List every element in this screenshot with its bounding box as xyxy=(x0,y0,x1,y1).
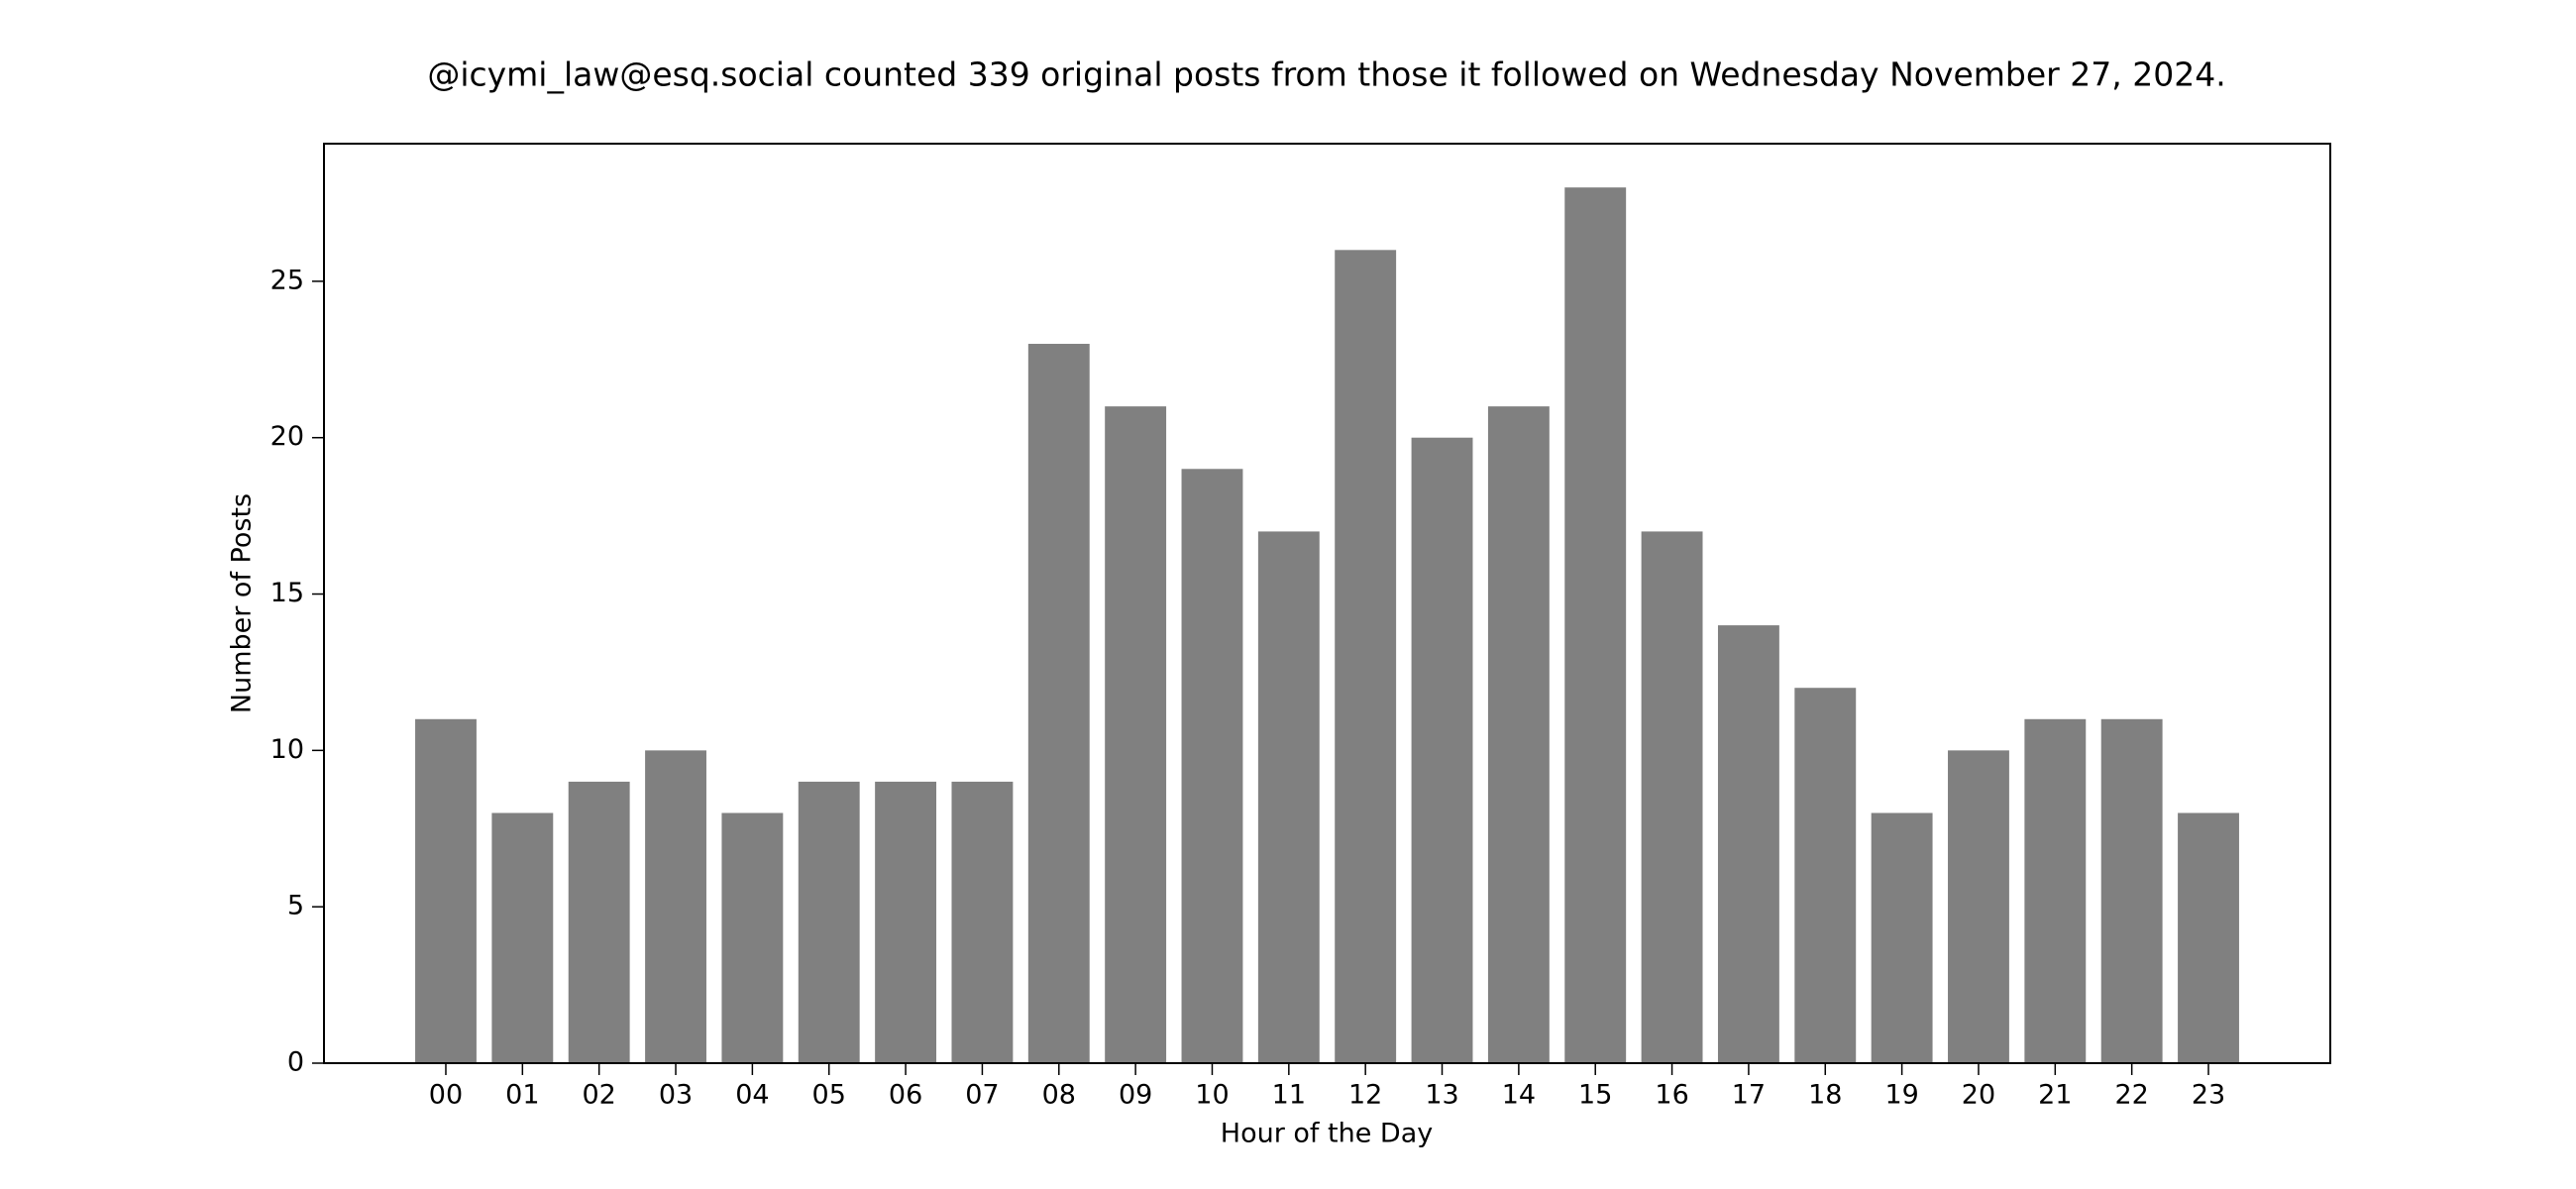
x-tick-label: 15 xyxy=(1578,1080,1612,1111)
y-tick-label: 25 xyxy=(270,265,304,295)
bar xyxy=(1181,469,1243,1063)
x-tick-label: 06 xyxy=(889,1080,922,1111)
bar xyxy=(2178,812,2239,1063)
bar xyxy=(1257,531,1320,1063)
x-tick-label: 16 xyxy=(1655,1080,1688,1111)
y-tick-label: 5 xyxy=(287,891,304,921)
x-tick-label: 04 xyxy=(735,1080,769,1111)
x-tick-label: 13 xyxy=(1425,1080,1458,1111)
x-tick-label: 09 xyxy=(1119,1080,1152,1111)
bar xyxy=(645,750,706,1063)
x-tick-label: 08 xyxy=(1042,1080,1076,1111)
y-tick-label: 10 xyxy=(270,734,304,765)
x-tick-label: 01 xyxy=(505,1080,539,1111)
bar xyxy=(721,812,784,1063)
x-tick-label: 17 xyxy=(1732,1080,1766,1111)
bar xyxy=(1027,344,1090,1063)
y-tick-label: 0 xyxy=(287,1047,304,1078)
y-tick-label: 15 xyxy=(270,578,304,608)
x-tick-label: 18 xyxy=(1808,1080,1842,1111)
bar xyxy=(1487,406,1550,1064)
bar xyxy=(951,781,1014,1063)
x-tick-label: 22 xyxy=(2114,1080,2148,1111)
bar xyxy=(415,718,477,1063)
x-tick-label: 19 xyxy=(1884,1080,1918,1111)
x-tick-label: 07 xyxy=(965,1080,999,1111)
x-tick-label: 14 xyxy=(1502,1080,1536,1111)
x-tick-label: 03 xyxy=(659,1080,693,1111)
bar xyxy=(2024,718,2087,1063)
bar xyxy=(1871,812,1933,1063)
x-tick-label: 10 xyxy=(1195,1080,1229,1111)
bar xyxy=(491,812,554,1063)
x-tick-label: 21 xyxy=(2038,1080,2072,1111)
bar xyxy=(1105,406,1167,1064)
y-axis-label: Number of Posts xyxy=(227,493,258,713)
bar xyxy=(1794,688,1857,1063)
bar xyxy=(1335,250,1397,1064)
x-tick-label: 12 xyxy=(1348,1080,1382,1111)
chart-title: @icymi_law@esq.social counted 339 origin… xyxy=(427,55,2225,94)
x-tick-label: 05 xyxy=(812,1080,846,1111)
x-tick-label: 11 xyxy=(1272,1080,1306,1111)
bar xyxy=(1641,531,1703,1063)
x-axis-label: Hour of the Day xyxy=(1221,1119,1433,1149)
plot-frame xyxy=(323,143,2331,1064)
bar xyxy=(1411,437,1473,1063)
bar xyxy=(1564,187,1627,1063)
x-tick-label: 23 xyxy=(2192,1080,2225,1111)
bar xyxy=(875,781,937,1063)
bar xyxy=(568,781,630,1063)
x-tick-label: 20 xyxy=(1962,1080,1995,1111)
y-tick-label: 20 xyxy=(270,421,304,452)
x-tick-label: 00 xyxy=(429,1080,463,1111)
bar xyxy=(798,781,860,1063)
bar xyxy=(1717,625,1779,1063)
x-tick-label: 02 xyxy=(583,1080,616,1111)
bar xyxy=(1948,750,2009,1063)
bar xyxy=(2100,718,2163,1063)
